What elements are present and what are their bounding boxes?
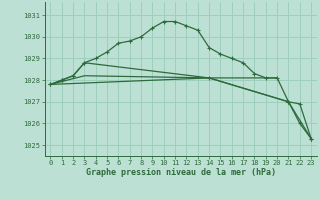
- X-axis label: Graphe pression niveau de la mer (hPa): Graphe pression niveau de la mer (hPa): [86, 168, 276, 177]
